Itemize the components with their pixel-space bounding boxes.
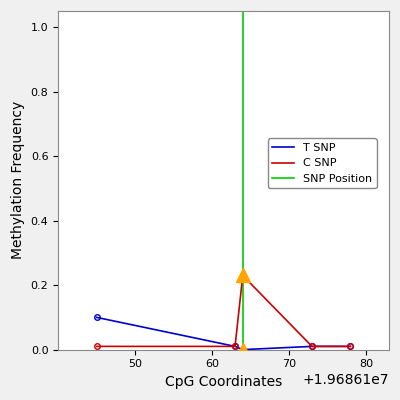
X-axis label: CpG Coordinates: CpG Coordinates (165, 375, 282, 389)
Y-axis label: Methylation Frequency: Methylation Frequency (11, 101, 25, 260)
Legend: T SNP, C SNP, SNP Position: T SNP, C SNP, SNP Position (268, 138, 377, 188)
